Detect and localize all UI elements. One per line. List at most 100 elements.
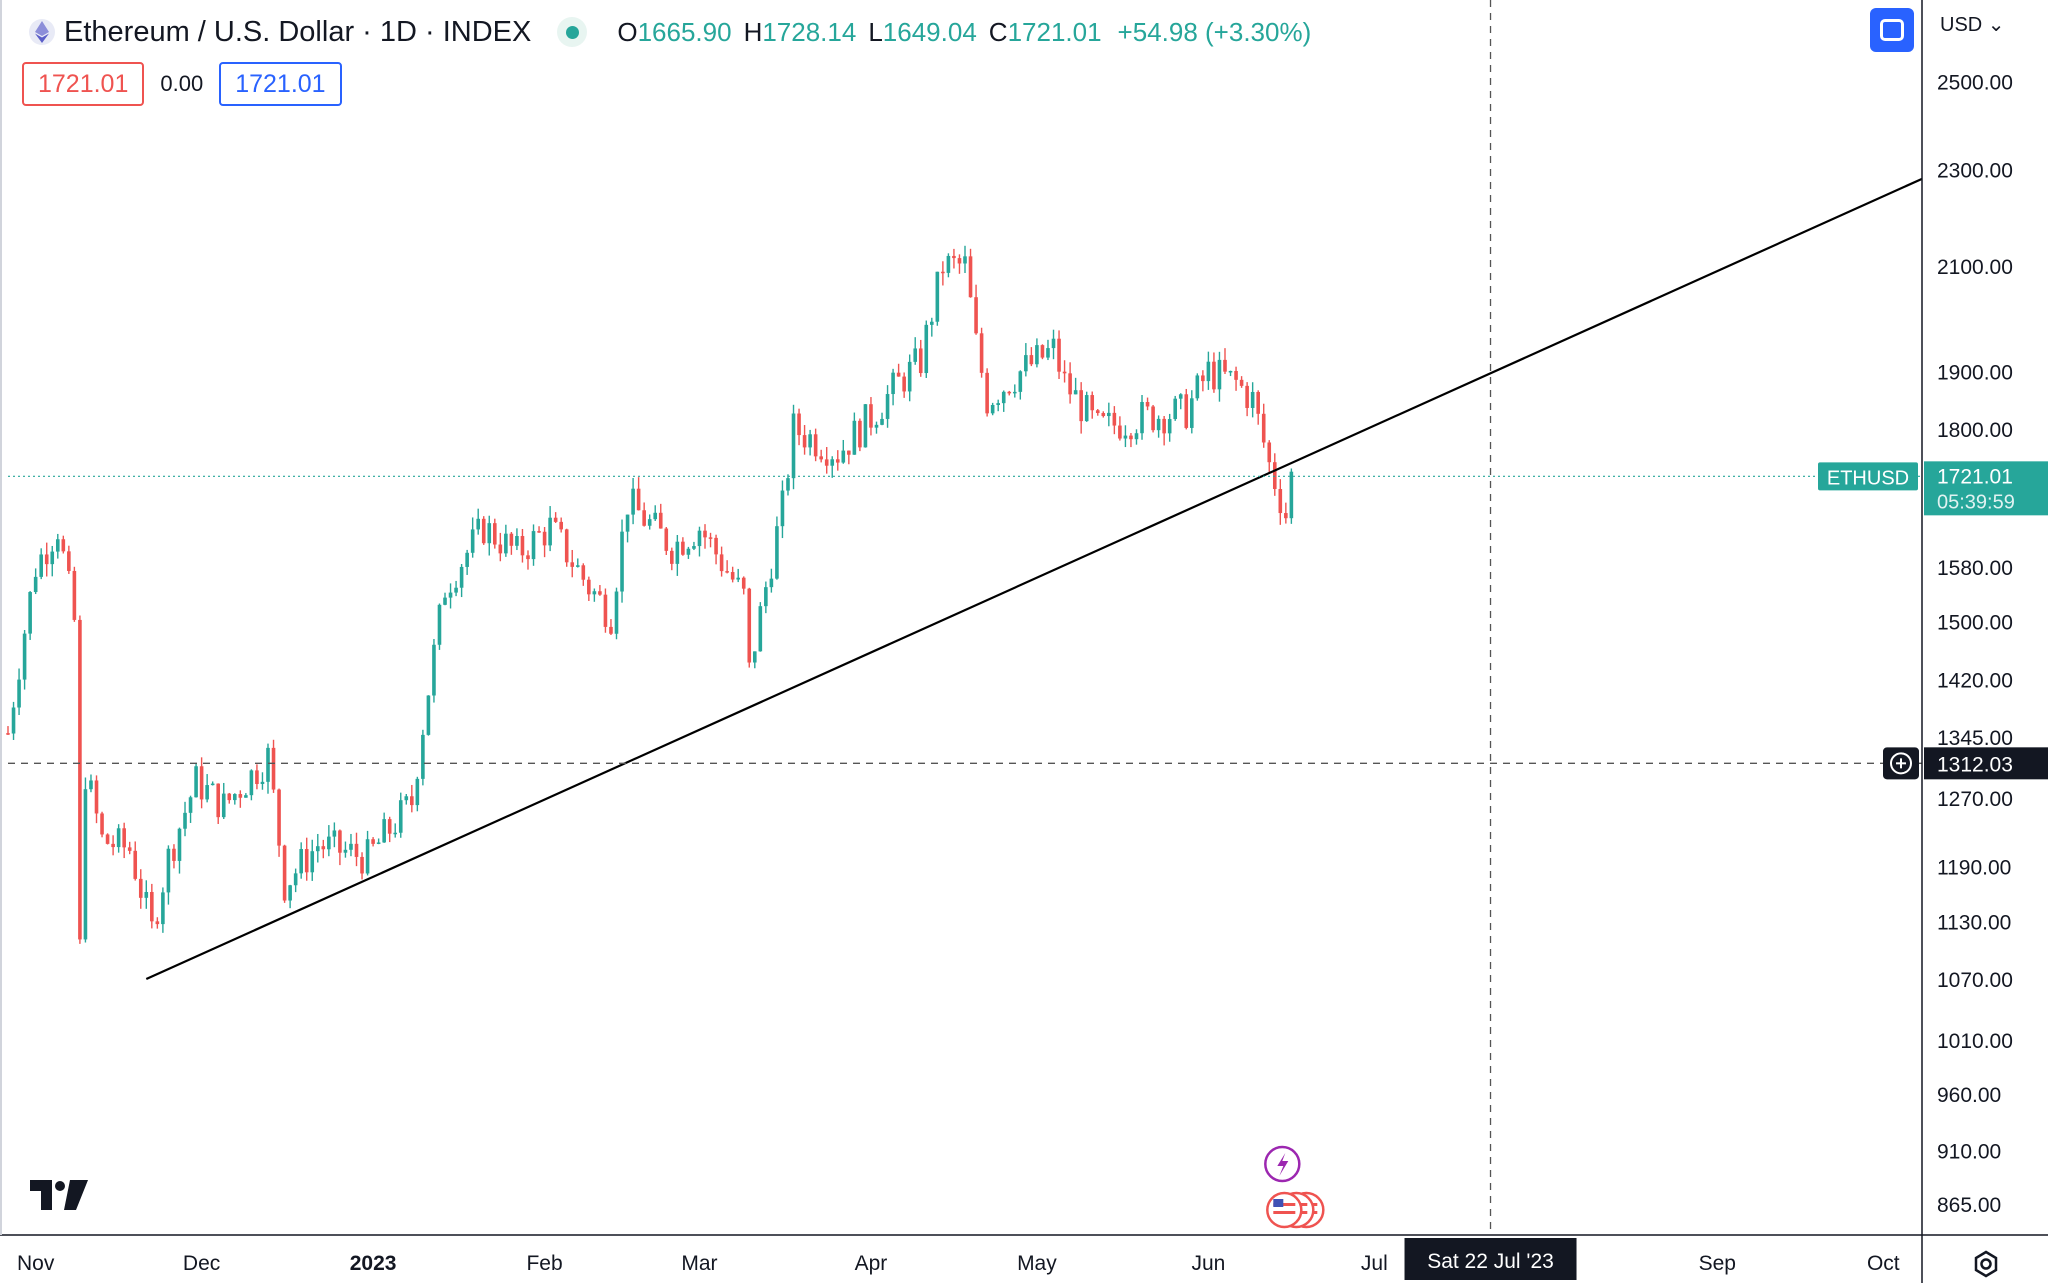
candle-body [647,519,652,526]
candle-body [775,526,779,579]
candle-body [155,921,160,925]
candle-body [902,376,906,392]
candle-body [415,778,420,806]
candle-body [266,747,270,782]
candle-body [1190,398,1194,428]
time-tick-label: Nov [17,1252,55,1275]
candle-body [1040,345,1045,358]
candle-body [725,571,729,573]
sell-button[interactable]: 1721.01 [22,62,145,106]
candle-body [133,850,138,879]
candle-body [979,333,984,373]
price-tick-label: 1900.00 [1937,362,2013,385]
time-tick-label: Oct [1867,1252,1900,1275]
candle-body [670,550,674,564]
candle-body [913,348,918,362]
candle-body [952,255,956,259]
time-tick-label: Apr [855,1252,888,1275]
candle-body [437,604,442,645]
market-status-icon[interactable] [557,17,588,47]
candle-body [598,591,602,595]
candle-body [321,846,326,850]
candle-body [1129,435,1133,440]
price-tick-label: 1345.00 [1937,727,2013,750]
candle-body [681,541,685,555]
price-tick-label: 2300.00 [1937,160,2013,183]
candle-body [924,324,929,374]
candle-body [1184,394,1189,428]
candle-body [985,372,989,414]
candle-body [1239,379,1244,386]
buy-button[interactable]: 1721.01 [219,62,342,106]
candle-body [398,800,403,833]
candle-body [603,594,608,627]
candle-body [764,587,768,607]
candle-body [830,459,835,466]
candle-body [791,413,796,479]
symbol-title[interactable]: Ethereum / U.S. Dollar · 1D · INDEX [64,15,532,48]
candle-body [1140,402,1144,434]
candle-body [216,783,221,818]
candle-body [515,536,519,546]
candle-body [11,707,16,734]
candle-body [166,848,171,893]
candle-body [1212,361,1216,390]
candle-body [930,321,934,325]
candle-body [299,849,303,874]
candle-body [304,849,309,873]
candle-body [1217,359,1222,390]
candle-body [288,885,292,901]
price-tick-label: 1420.00 [1937,670,2013,693]
candle-body [365,839,370,874]
candle-body [736,577,740,580]
time-tick-label: Dec [183,1252,220,1275]
close-value: 1721.01 [1007,16,1102,47]
ohlc-legend: O1665.90 H1728.14 L1649.04 C1721.01 +54.… [617,17,1311,48]
candle-body [188,797,193,813]
trade-buttons: 1721.01 0.00 1721.01 [22,62,342,106]
candle-body [271,747,276,790]
candle-body [144,891,149,898]
candle-body [891,372,895,395]
price-tick-label: 1800.00 [1937,419,2013,442]
candle-body [1051,338,1056,349]
last-price-tag-bg [1924,461,2048,516]
candle-body [172,848,176,861]
candle-body [719,554,724,572]
candle-body [61,539,66,552]
candle-body [1167,419,1172,434]
candle-body [835,459,840,463]
fullscreen-button[interactable] [1870,8,1914,52]
change-value: +54.98 (+3.30%) [1117,16,1312,47]
candle-body [664,528,669,551]
candle-body [620,531,624,592]
candle-body [548,517,552,546]
candle-body [227,793,232,801]
candle-body [869,404,873,428]
candle-body [1112,412,1117,426]
candle-body [636,488,641,511]
candle-body [1073,390,1078,395]
candle-body [858,420,862,448]
candle-body [1012,391,1017,394]
candle-body [465,552,469,567]
candle-body [6,733,10,735]
candle-body [376,842,381,844]
candle-body [116,828,121,848]
tradingview-logo[interactable] [30,1180,88,1212]
candle-body [22,633,27,680]
candle-body [614,591,619,634]
candle-body [996,403,1000,405]
candle-body [78,619,82,940]
settings-gear-icon[interactable] [1972,1250,2000,1278]
candle-body [310,851,315,873]
symbol-tag-label: ETHUSD [1827,467,1909,489]
close-label: C [988,16,1008,47]
candle-body [338,830,342,853]
price-tick-label: 1580.00 [1937,557,2013,580]
currency-dropdown[interactable]: USD ⌄ [1940,14,2005,36]
candle-body [526,555,530,560]
candle-body [675,541,680,564]
price-tick-label: 1010.00 [1937,1030,2013,1053]
